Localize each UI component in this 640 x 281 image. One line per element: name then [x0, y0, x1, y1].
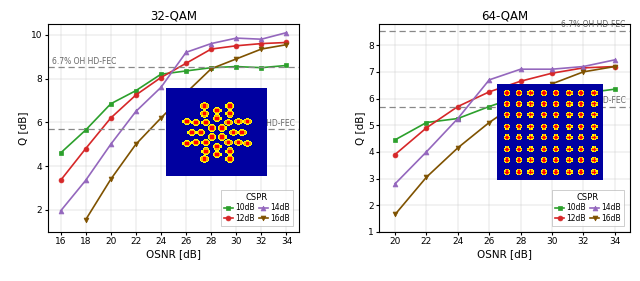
14dB: [422, 150, 430, 153]
16dB: [579, 70, 587, 74]
10dB: [132, 89, 140, 92]
12dB: [611, 65, 618, 68]
14dB: [257, 38, 265, 41]
10dB: [157, 72, 165, 76]
10dB: [182, 69, 190, 72]
X-axis label: OSNR [dB]: OSNR [dB]: [146, 249, 201, 259]
14dB: [516, 67, 524, 71]
12dB: [57, 179, 65, 182]
14dB: [454, 117, 461, 120]
10dB: [454, 117, 461, 120]
12dB: [82, 147, 90, 150]
Legend: 10dB, 12dB, 14dB, 16dB: 10dB, 12dB, 14dB, 16dB: [552, 190, 624, 226]
Line: 10dB: 10dB: [58, 63, 289, 155]
14dB: [232, 37, 240, 40]
Line: 16dB: 16dB: [83, 42, 289, 222]
14dB: [391, 182, 399, 185]
Line: 12dB: 12dB: [58, 40, 289, 183]
Y-axis label: Q [dB]: Q [dB]: [18, 111, 28, 145]
14dB: [107, 142, 115, 146]
16dB: [157, 116, 165, 120]
Title: 64-QAM: 64-QAM: [481, 10, 529, 23]
Line: 16dB: 16dB: [392, 64, 617, 217]
16dB: [391, 213, 399, 216]
14dB: [485, 78, 493, 81]
10dB: [57, 151, 65, 155]
12dB: [485, 90, 493, 94]
16dB: [132, 142, 140, 146]
Y-axis label: Q [dB]: Q [dB]: [355, 111, 365, 145]
16dB: [611, 65, 618, 68]
X-axis label: OSNR [dB]: OSNR [dB]: [477, 249, 532, 259]
16dB: [485, 121, 493, 124]
16dB: [232, 57, 240, 61]
10dB: [485, 105, 493, 108]
16dB: [182, 91, 190, 94]
16dB: [82, 218, 90, 221]
10dB: [548, 93, 556, 96]
Text: 20% OH HD-FEC: 20% OH HD-FEC: [234, 119, 295, 128]
12dB: [422, 126, 430, 130]
14dB: [182, 51, 190, 54]
14dB: [579, 65, 587, 68]
Title: 32-QAM: 32-QAM: [150, 10, 197, 23]
12dB: [157, 76, 165, 79]
12dB: [516, 80, 524, 83]
Line: 14dB: 14dB: [392, 57, 617, 186]
12dB: [548, 72, 556, 75]
Line: 12dB: 12dB: [392, 64, 617, 157]
16dB: [422, 176, 430, 179]
10dB: [611, 87, 618, 91]
10dB: [391, 138, 399, 142]
14dB: [157, 86, 165, 89]
10dB: [422, 121, 430, 124]
12dB: [232, 44, 240, 47]
16dB: [454, 146, 461, 149]
10dB: [82, 128, 90, 132]
10dB: [283, 64, 291, 67]
10dB: [257, 66, 265, 69]
16dB: [107, 178, 115, 181]
12dB: [257, 42, 265, 45]
Line: 14dB: 14dB: [58, 30, 289, 214]
14dB: [548, 67, 556, 71]
12dB: [391, 153, 399, 156]
16dB: [548, 82, 556, 85]
10dB: [232, 65, 240, 68]
12dB: [454, 105, 461, 108]
10dB: [579, 92, 587, 95]
12dB: [132, 93, 140, 97]
16dB: [283, 43, 291, 46]
16dB: [516, 99, 524, 103]
10dB: [107, 102, 115, 105]
14dB: [57, 209, 65, 213]
Legend: 10dB, 12dB, 14dB, 16dB: 10dB, 12dB, 14dB, 16dB: [221, 190, 292, 226]
16dB: [257, 47, 265, 51]
16dB: [207, 67, 215, 71]
Line: 10dB: 10dB: [392, 87, 617, 142]
12dB: [283, 41, 291, 44]
12dB: [107, 116, 115, 120]
14dB: [283, 31, 291, 34]
Text: 20% OH HD-FEC: 20% OH HD-FEC: [564, 96, 626, 105]
10dB: [516, 94, 524, 98]
Text: 6.7% OH HD-FEC: 6.7% OH HD-FEC: [52, 57, 116, 66]
14dB: [82, 179, 90, 182]
12dB: [207, 47, 215, 51]
Text: 6.7% OH HD-FEC: 6.7% OH HD-FEC: [561, 21, 626, 30]
14dB: [611, 58, 618, 62]
10dB: [207, 66, 215, 69]
14dB: [132, 110, 140, 113]
14dB: [207, 42, 215, 45]
12dB: [579, 66, 587, 70]
12dB: [182, 62, 190, 65]
